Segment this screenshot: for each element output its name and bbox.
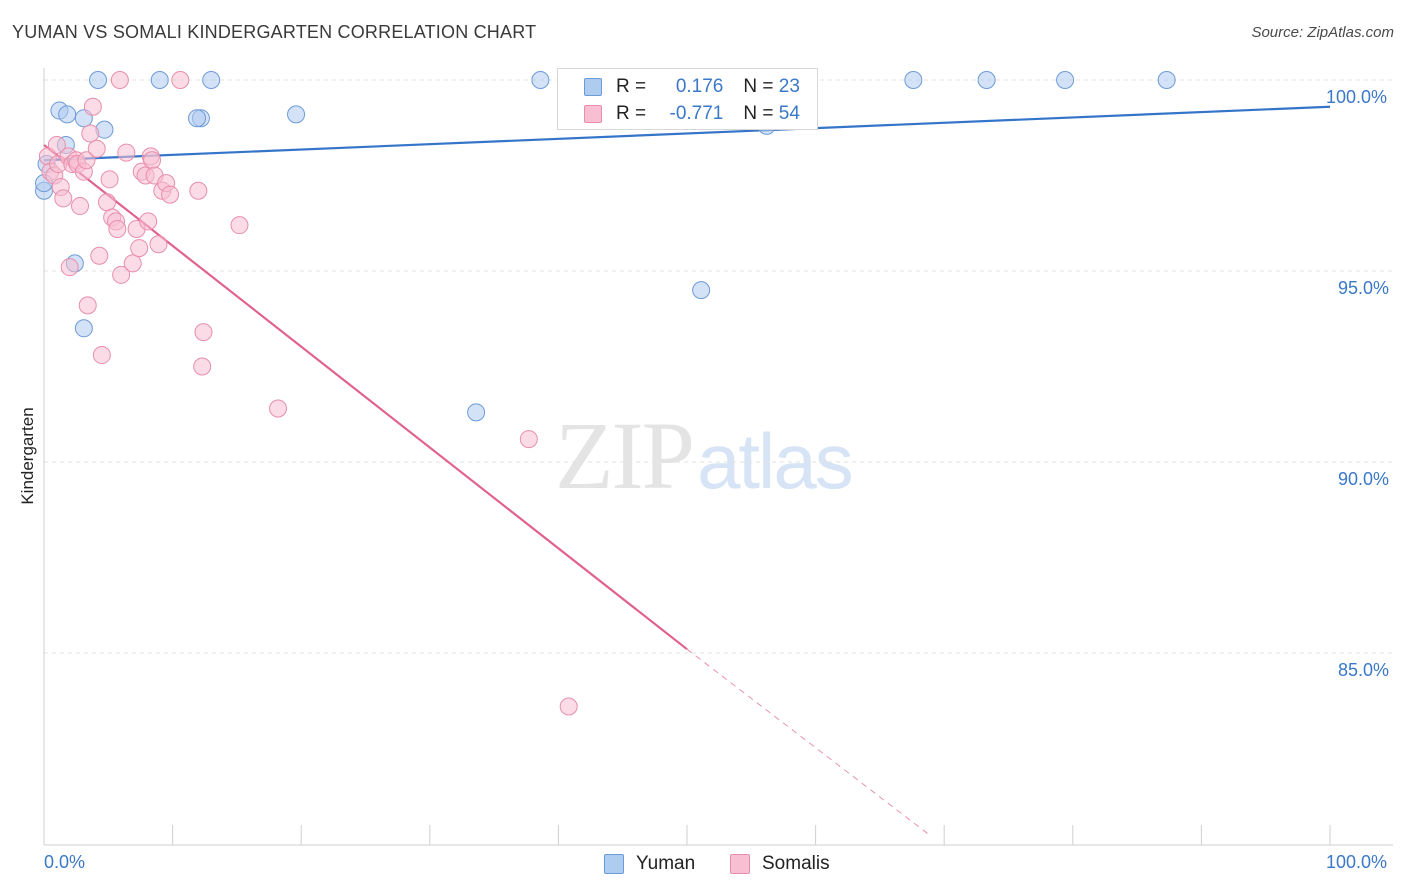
point-somali-34 xyxy=(139,212,158,231)
point-yuman-10 xyxy=(89,71,108,89)
watermark: ZIPatlas xyxy=(555,400,854,511)
trend-layer xyxy=(43,105,1331,837)
legend-yuman-n-label: N = xyxy=(743,76,779,97)
series-legend-yuman: Yuman xyxy=(604,852,695,876)
point-somali-49 xyxy=(559,697,578,716)
point-somali-48 xyxy=(519,430,538,449)
point-somali-46 xyxy=(230,216,249,235)
legend-swatch-yuman xyxy=(584,78,602,96)
point-somali-29 xyxy=(123,254,142,273)
series-legend-yuman-swatch xyxy=(604,854,624,874)
legend-somali-n-value: 54 xyxy=(778,103,800,124)
point-somali-14 xyxy=(77,151,96,170)
point-yuman-16 xyxy=(467,403,486,422)
point-yuman-18 xyxy=(692,281,711,300)
point-yuman-21 xyxy=(977,71,996,89)
stats-legend: R = 0.176 N = 23 R = -0.771 N = 54 xyxy=(557,68,818,130)
legend-somali-r-value: -0.771 xyxy=(669,103,724,124)
series-legend-somali: Somalis xyxy=(730,852,830,876)
point-somali-36 xyxy=(143,151,162,170)
legend-yuman-r-label: R = xyxy=(616,76,652,97)
watermark-atlas: atlas xyxy=(697,417,854,505)
point-yuman-4 xyxy=(58,105,77,124)
series-legend-somali-swatch xyxy=(730,854,750,874)
trendline-somali-extrapolated xyxy=(686,648,932,837)
point-somali-25 xyxy=(108,219,127,238)
point-somali-26 xyxy=(110,71,129,89)
point-somali-31 xyxy=(130,239,149,258)
y-tick-label-85: 85.0% xyxy=(1338,660,1390,680)
grid-layer xyxy=(44,79,1393,654)
x-tick-label-max: 100.0% xyxy=(1326,852,1388,872)
y-tick-label-90: 90.0% xyxy=(1338,469,1390,489)
point-somali-44 xyxy=(194,323,213,342)
point-somali-19 xyxy=(90,246,109,265)
y-axis-title: Kindergarten xyxy=(18,407,37,505)
source-credit: Source: ZipAtlas.com xyxy=(1251,24,1394,41)
point-yuman-13 xyxy=(188,109,207,128)
point-somali-42 xyxy=(171,71,190,89)
point-somali-20 xyxy=(92,346,111,365)
point-somali-8 xyxy=(60,258,79,277)
legend-yuman-r-value: 0.176 xyxy=(675,76,724,97)
point-somali-45 xyxy=(193,357,212,376)
point-yuman-22 xyxy=(1056,71,1075,89)
watermark-zip: ZIP xyxy=(555,402,695,509)
point-somali-27 xyxy=(112,265,131,284)
legend-yuman-n-value: 23 xyxy=(778,76,800,97)
point-yuman-9 xyxy=(74,319,93,338)
point-somali-28 xyxy=(117,143,136,162)
point-yuman-17 xyxy=(531,71,550,89)
point-somali-21 xyxy=(98,193,117,212)
point-somali-17 xyxy=(83,97,102,116)
point-somali-38 xyxy=(149,235,168,254)
legend-row-somali: R = -0.771 N = 54 xyxy=(616,101,800,127)
series-legend-yuman-label: Yuman xyxy=(636,853,696,874)
x-tick-label-min: 0.0% xyxy=(44,852,86,872)
axis-layer xyxy=(43,68,1393,846)
point-somali-12 xyxy=(71,197,90,216)
point-yuman-11 xyxy=(150,71,169,89)
trendline-yuman xyxy=(43,105,1331,162)
legend-swatch-somali xyxy=(584,105,602,123)
point-somali-22 xyxy=(100,170,119,189)
point-somali-18 xyxy=(87,139,106,158)
point-somali-41 xyxy=(161,185,180,204)
point-somali-15 xyxy=(78,296,97,315)
points-layer xyxy=(35,71,1176,716)
point-somali-43 xyxy=(189,181,208,200)
legend-somali-n-label: N = xyxy=(743,103,779,124)
point-yuman-20 xyxy=(904,71,923,89)
point-somali-47 xyxy=(269,399,288,418)
point-yuman-14 xyxy=(202,71,221,89)
legend-somali-r-label: R = xyxy=(616,103,652,124)
series-legend-somali-label: Somalis xyxy=(762,853,830,874)
point-yuman-15 xyxy=(287,105,306,124)
y-tick-label-100: 100.0% xyxy=(1326,87,1388,107)
point-somali-3 xyxy=(47,135,66,154)
y-tick-label-95: 95.0% xyxy=(1338,278,1390,298)
point-yuman-23 xyxy=(1157,71,1176,89)
point-somali-16 xyxy=(81,124,100,143)
chart-title: YUMAN VS SOMALI KINDERGARTEN CORRELATION… xyxy=(12,22,537,42)
point-somali-6 xyxy=(54,189,73,208)
legend-row-yuman: R = 0.176 N = 23 xyxy=(616,74,800,100)
